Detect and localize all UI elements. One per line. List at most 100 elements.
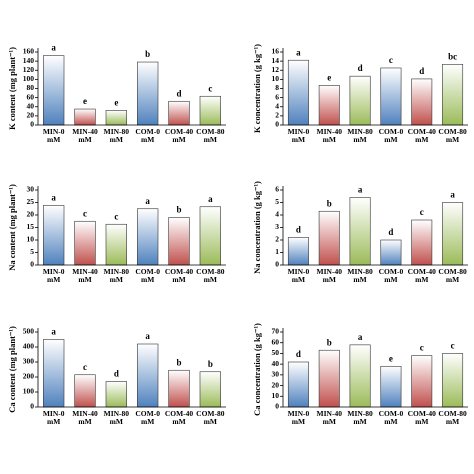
bar: [105, 381, 127, 408]
significance-letter: a: [358, 332, 363, 342]
x-tick-label: COM-0 mM: [135, 127, 160, 144]
bar: [318, 349, 340, 408]
y-tick-label: 20: [272, 380, 280, 389]
bar: [168, 369, 190, 408]
significance-letter: c: [420, 207, 424, 217]
bar: [105, 110, 127, 126]
significance-letter: e: [389, 353, 393, 363]
y-tick-label: 14: [272, 56, 280, 65]
x-tick-label: COM-80 mM: [196, 267, 225, 284]
significance-letter: b: [327, 198, 332, 208]
y-tick-label: 10: [272, 74, 280, 83]
x-tick-label: COM-0 mM: [378, 127, 404, 144]
significance-letter: b: [145, 49, 150, 59]
y-tick-label: 8: [275, 83, 279, 92]
y-tick-label: 100: [23, 74, 35, 83]
significance-letter: a: [450, 190, 455, 200]
bar: [411, 219, 433, 266]
significance-letter: b: [327, 337, 332, 347]
y-tick-label: 120: [23, 65, 35, 74]
significance-letter: c: [114, 211, 118, 221]
x-tick-label: COM-40 mM: [164, 409, 194, 426]
y-tick-label: 400: [23, 342, 35, 351]
x-tick-label: MIN-40 mM: [72, 127, 98, 144]
bar: [74, 220, 96, 266]
x-tick-label: MIN-80 mM: [347, 409, 373, 426]
x-tick-label: MIN-80 mM: [103, 409, 130, 426]
significance-letter: c: [389, 55, 393, 65]
significance-letter: a: [51, 43, 56, 53]
x-tick-label: MIN-80 mM: [347, 127, 373, 144]
bar: [287, 237, 309, 266]
y-tick-label: 10: [27, 235, 35, 244]
y-tick-label: 0: [275, 260, 279, 269]
y-tick-label: 2: [275, 235, 279, 244]
y-tick-label: 40: [27, 101, 35, 110]
x-tick-label: COM-80 mM: [196, 409, 225, 426]
x-tick-label: COM-0 mM: [135, 267, 160, 284]
y-tick-label: 0: [275, 120, 279, 129]
y-tick-label: 15: [27, 222, 35, 231]
y-tick-label: 140: [23, 56, 35, 65]
y-tick-label: 500: [23, 327, 35, 336]
x-tick-label: MIN-0 mM: [42, 127, 65, 144]
significance-letter: c: [83, 362, 87, 372]
y-tick-label: 0: [30, 260, 34, 269]
y-tick-label: 12: [272, 65, 280, 74]
x-tick-label: COM-80 mM: [438, 409, 467, 426]
significance-letter: c: [83, 208, 87, 218]
significance-letter: a: [208, 194, 213, 204]
significance-letter: d: [114, 369, 119, 379]
significance-letter: b: [176, 205, 181, 215]
x-tick-label: COM-40 mM: [164, 127, 194, 144]
y-tick-label: 200: [23, 372, 35, 381]
bar: [137, 343, 159, 408]
bar: [105, 223, 127, 266]
x-tick-label: COM-0 mM: [135, 409, 160, 426]
bar: [411, 78, 433, 126]
y-tick-label: 100: [23, 387, 35, 396]
x-tick-label: COM-40 mM: [407, 127, 436, 144]
x-tick-label: MIN-80 mM: [103, 127, 130, 144]
x-tick-label: COM-40 mM: [407, 267, 436, 284]
significance-letter: d: [296, 349, 301, 359]
y-axis-label: Ca content (mg plant⁻¹): [7, 326, 17, 413]
x-tick-label: COM-40 mM: [164, 267, 194, 284]
y-tick-label: 0: [30, 120, 34, 129]
y-tick-label: 2: [275, 111, 279, 120]
y-tick-label: 20: [27, 111, 35, 120]
x-tick-label: COM-80 mM: [438, 267, 467, 284]
significance-letter: c: [420, 343, 424, 353]
y-tick-label: 20: [27, 210, 35, 219]
x-tick-label: MIN-40 mM: [316, 127, 342, 144]
y-axis-label: K content (mg plant⁻¹): [7, 47, 17, 130]
y-tick-label: 5: [30, 247, 34, 256]
y-axis-label: Na content (mg plant⁻¹): [7, 184, 17, 271]
y-tick-label: 5: [275, 197, 279, 206]
bar: [349, 344, 371, 408]
significance-letter: b: [208, 359, 213, 369]
x-tick-label: COM-0 mM: [378, 267, 404, 284]
x-tick-label: COM-40 mM: [407, 409, 436, 426]
bar: [318, 85, 340, 126]
significance-letter: d: [296, 225, 301, 235]
bar: [137, 61, 159, 126]
y-axis-label: Ca concentration (g kg⁻¹): [252, 323, 262, 416]
significance-letter: e: [327, 72, 331, 82]
y-tick-label: 300: [23, 357, 35, 366]
bar: [43, 205, 65, 266]
x-tick-label: MIN-40 mM: [316, 409, 342, 426]
x-tick-label: MIN-0 mM: [287, 267, 310, 284]
x-tick-label: MIN-0 mM: [42, 409, 65, 426]
y-tick-label: 50: [272, 348, 280, 357]
significance-letter: bc: [448, 51, 457, 61]
x-tick-label: COM-80 mM: [438, 127, 467, 144]
significance-letter: d: [419, 66, 424, 76]
y-axis-label: K concentration (g kg⁻¹): [252, 44, 262, 133]
significance-letter: a: [296, 47, 301, 57]
x-tick-label: MIN-0 mM: [42, 267, 65, 284]
x-tick-label: MIN-0 mM: [287, 409, 310, 426]
y-tick-label: 30: [27, 185, 35, 194]
bar: [442, 353, 464, 408]
